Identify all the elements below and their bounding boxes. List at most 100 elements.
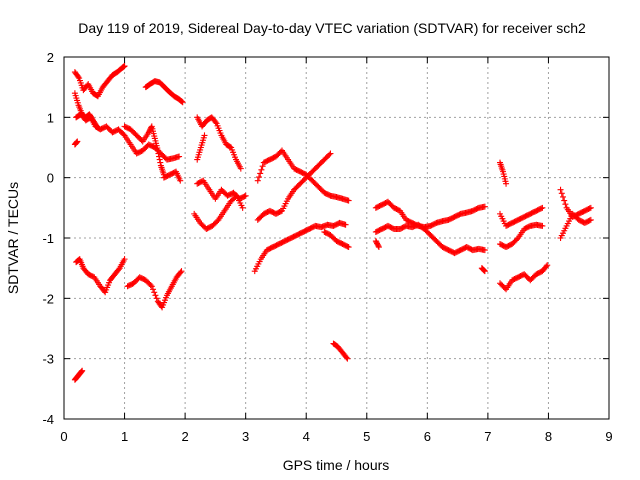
x-tick-label: 6	[424, 429, 431, 444]
plus-marker	[539, 204, 546, 211]
plus-marker	[543, 263, 550, 270]
plus-marker	[481, 203, 488, 210]
y-tick-labels: -4 -3 -2 -1 0 1 2	[42, 50, 54, 427]
series-arc-e	[73, 256, 128, 296]
plus-marker	[345, 197, 352, 204]
plus-marker	[177, 269, 184, 276]
grid-lines	[64, 57, 609, 419]
plus-marker	[239, 204, 246, 211]
plus-marker	[345, 244, 352, 251]
data-points	[71, 63, 594, 383]
plus-marker	[179, 99, 186, 106]
series-arc-f	[71, 367, 86, 383]
plus-marker	[157, 159, 164, 166]
x-axis-label: GPS time / hours	[283, 457, 390, 473]
plus-marker	[148, 124, 155, 131]
plus-marker	[148, 283, 155, 290]
plus-marker	[121, 63, 128, 70]
y-axis-label: SDTVAR / TECUs	[5, 182, 21, 294]
x-tick-label: 1	[121, 429, 128, 444]
plus-marker	[561, 197, 568, 204]
plus-marker	[237, 165, 244, 172]
series-arc-t	[372, 198, 488, 231]
plus-marker	[155, 150, 162, 157]
series-arc-s	[330, 340, 351, 362]
plus-marker	[154, 147, 161, 154]
y-tick-label: -3	[42, 352, 54, 367]
plus-marker	[538, 205, 545, 212]
plus-marker	[558, 190, 565, 197]
plus-marker	[92, 122, 99, 129]
plus-marker	[544, 262, 551, 269]
plus-marker	[177, 177, 184, 184]
plus-marker	[156, 153, 163, 160]
plus-marker	[201, 132, 208, 139]
plus-marker	[480, 266, 487, 273]
plus-marker	[557, 186, 564, 193]
plus-marker	[343, 354, 350, 361]
plus-marker	[587, 204, 594, 211]
x-tick-label: 0	[60, 429, 67, 444]
series-arc-l	[194, 132, 208, 163]
plus-marker	[481, 267, 488, 274]
y-tick-label: -1	[42, 231, 54, 246]
plus-marker	[513, 236, 520, 243]
plus-marker	[254, 177, 261, 184]
series-arc-x	[497, 204, 546, 229]
x-tick-label: 5	[363, 429, 370, 444]
plus-marker	[481, 247, 488, 254]
y-tick-label: 2	[47, 50, 54, 65]
plus-marker	[120, 131, 127, 138]
plus-marker	[147, 282, 154, 289]
y-tick-label: -4	[42, 412, 54, 427]
y-tick-label: -2	[42, 291, 54, 306]
plus-marker	[481, 268, 488, 275]
series-arc-c	[71, 90, 100, 130]
series-arc-m	[194, 177, 249, 202]
series-arc-v	[372, 238, 382, 251]
plus-marker	[150, 286, 157, 293]
plus-marker	[586, 217, 593, 224]
series-arc-z	[497, 221, 546, 251]
series-arc-q	[251, 219, 349, 275]
plus-marker	[115, 266, 122, 273]
plus-marker	[503, 180, 510, 187]
plot-frame	[63, 56, 610, 420]
plus-marker	[255, 174, 262, 181]
series-arc-aa	[497, 262, 551, 293]
plus-marker	[75, 73, 82, 80]
plus-marker	[586, 205, 593, 212]
series-arc-b	[73, 111, 183, 163]
plus-marker	[242, 192, 249, 199]
series-arc-p	[254, 150, 334, 223]
plus-marker	[93, 123, 100, 130]
plus-marker	[151, 289, 158, 296]
series-arc-a	[71, 63, 128, 100]
plus-marker	[153, 295, 160, 302]
x-tick-label: 7	[484, 429, 491, 444]
plus-marker	[344, 355, 351, 362]
y-tick-label: 1	[47, 110, 54, 125]
plus-marker	[212, 119, 219, 126]
plus-marker	[257, 170, 264, 177]
plus-marker	[241, 193, 248, 200]
x-tick-label: 3	[242, 429, 249, 444]
plus-marker	[587, 216, 594, 223]
series-arc-j	[160, 168, 184, 184]
series-arc-i	[121, 123, 167, 178]
series-arc-w	[478, 265, 488, 275]
plus-marker	[277, 208, 284, 215]
series-arc-u	[372, 221, 488, 257]
plus-marker	[227, 143, 234, 150]
plus-marker	[375, 244, 382, 251]
plus-marker	[156, 156, 163, 163]
series-arc-r	[321, 228, 352, 251]
series-arc-y	[497, 159, 510, 187]
x-tick-label: 2	[181, 429, 188, 444]
plus-marker	[375, 242, 382, 249]
x-tick-labels: 0 1 2 3 4 5 6 7 8 9	[60, 429, 612, 444]
series-arc-ac	[557, 210, 594, 241]
plus-marker	[121, 256, 128, 263]
y-tick-label: 0	[47, 171, 54, 186]
